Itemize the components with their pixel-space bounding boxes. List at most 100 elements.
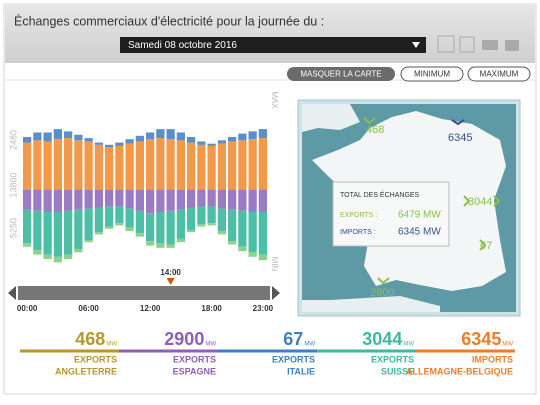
bar	[135, 233, 144, 237]
calendar-icon[interactable]	[437, 35, 455, 53]
bar	[53, 139, 62, 190]
summary-kind: IMPORTS	[472, 354, 513, 364]
bar	[228, 209, 237, 242]
bar	[33, 250, 42, 255]
bar	[105, 189, 114, 207]
bar	[23, 142, 32, 190]
slider-left[interactable]	[8, 286, 16, 300]
bar	[33, 140, 42, 190]
x-tick-label: 06:00	[78, 304, 99, 313]
header-bar	[5, 5, 535, 63]
bar	[115, 223, 124, 226]
bar	[228, 136, 237, 142]
cursor-marker	[166, 278, 175, 285]
bar	[166, 129, 175, 140]
bar	[238, 189, 247, 211]
summary-kind: EXPORTS	[272, 354, 315, 364]
bar	[33, 210, 42, 251]
bar	[105, 226, 114, 229]
summary-value: 3044	[362, 329, 402, 349]
bar	[125, 143, 134, 190]
map-value: 2900	[370, 287, 394, 299]
bar	[197, 224, 206, 227]
bar	[94, 142, 103, 145]
bar	[64, 138, 73, 190]
summary-value: 6345	[461, 329, 501, 349]
bar	[105, 147, 114, 190]
bar	[238, 133, 247, 141]
tooltip	[332, 181, 450, 247]
bar	[217, 231, 226, 235]
map-value: 468	[366, 124, 384, 136]
dropdown-arrow	[412, 42, 420, 48]
bar	[207, 145, 216, 190]
bar	[23, 136, 32, 143]
bar	[125, 139, 134, 144]
bar	[197, 141, 206, 145]
bar	[258, 129, 267, 139]
bar	[187, 142, 196, 190]
max-label: MAX	[270, 91, 279, 109]
summary-kind: EXPORTS	[371, 354, 414, 364]
bar	[217, 143, 226, 190]
bar	[146, 189, 155, 214]
bar	[248, 139, 257, 190]
min-label: MIN	[270, 257, 279, 272]
chart: 2480 13800 5250 MAX MIN	[8, 91, 279, 271]
print-icon[interactable]	[505, 40, 519, 51]
bar	[115, 145, 124, 190]
bar	[248, 189, 257, 212]
bar	[135, 135, 144, 142]
date-select[interactable]	[120, 37, 426, 53]
summary-country: SUISSE	[381, 366, 414, 376]
mail-icon[interactable]	[482, 40, 498, 50]
bar	[84, 208, 93, 240]
bar	[176, 132, 185, 141]
map-value: 6345	[448, 132, 472, 144]
bar	[33, 189, 42, 211]
bar	[248, 252, 257, 257]
button-label: MINIMUM	[414, 70, 450, 79]
summary-unit: MW	[403, 342, 414, 348]
tooltip-value: 6345 MW	[398, 227, 441, 238]
bar	[94, 144, 103, 190]
button-hide-map[interactable]	[287, 67, 395, 81]
bar	[238, 210, 247, 247]
doc-icon[interactable]	[459, 36, 475, 53]
summary-unit: MW	[106, 342, 117, 348]
bar	[146, 139, 155, 190]
bar	[258, 254, 267, 261]
bar	[166, 139, 175, 190]
button-min[interactable]	[400, 66, 464, 82]
bar	[176, 189, 185, 210]
bar	[217, 189, 226, 209]
summary-country: ITALIE	[287, 366, 315, 376]
bar	[146, 241, 155, 246]
bar	[166, 189, 175, 211]
bar	[146, 132, 155, 140]
summary-country: ANGLETERRE	[55, 366, 117, 376]
bar	[84, 141, 93, 190]
bar	[125, 189, 134, 209]
bar	[105, 144, 114, 148]
summary-country: ESPAGNE	[173, 366, 216, 376]
bar	[146, 213, 155, 242]
bar	[64, 131, 73, 139]
time-slider[interactable]	[18, 286, 270, 300]
bar	[228, 141, 237, 190]
bar	[33, 132, 42, 141]
bar	[115, 142, 124, 146]
summary-country: ALLEMAGNE-BELGIQUE	[406, 366, 513, 376]
bar	[23, 209, 32, 244]
tooltip-title: TOTAL DES ÉCHANGES	[340, 190, 420, 199]
bar	[84, 189, 93, 209]
bar	[166, 244, 175, 248]
button-max[interactable]	[467, 66, 531, 82]
button-label: MAXIMUM	[480, 70, 519, 79]
bar	[64, 254, 73, 260]
bar	[156, 212, 165, 244]
uk	[302, 104, 360, 132]
bar	[125, 208, 134, 228]
slider-right[interactable]	[272, 286, 280, 300]
map: 468 6345 3044 67 2900 TOTAL DES ÉCHANGES…	[297, 99, 521, 317]
